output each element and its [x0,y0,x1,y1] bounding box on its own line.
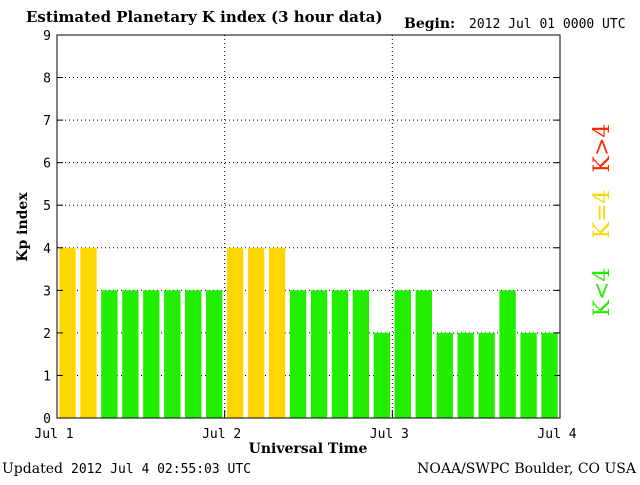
x-tick-label: Jul 1 [34,427,73,442]
kp-bar [226,247,244,418]
kp-bar [80,247,97,418]
updated-label: Updated [2,461,63,477]
kp-bar [478,332,495,418]
begin-label: Begin: [404,16,455,32]
x-tick-label: Jul 2 [202,427,241,442]
updated-value: 2012 Jul 4 02:55:03 UTC [71,462,251,477]
x-tick-label: Jul 3 [370,427,409,442]
legend-item: K=4 [590,190,615,239]
legend-item: K<4 [590,268,615,317]
kp-bar [164,290,181,418]
kp-bar [247,247,265,418]
kp-bar [520,332,537,418]
kp-bar [101,290,118,418]
kp-bar [289,290,307,418]
axis-layer: 0 1 2 3 4 5 6 7 8 9 Jul 1 Jul 2 Jul 3 Jul 4 [34,29,576,442]
y-tick-label: 1 [43,369,51,384]
source-credit: NOAA/SWPC Boulder, CO USA [417,461,637,477]
y-tick-label: 9 [43,29,51,44]
kp-bar [457,332,474,418]
x-axis-title: Universal Time [249,441,368,457]
kp-bar [268,247,286,418]
y-tick-label: 3 [43,284,51,299]
y-tick-label: 0 [43,412,51,427]
y-tick-label: 5 [43,199,51,214]
y-tick-label: 4 [43,242,51,257]
y-tick-label: 8 [43,72,51,87]
legend: K>4 K=4 K<4 [590,124,615,317]
plot-frame [56,34,561,419]
kp-bar [206,290,223,418]
x-tick-label: Jul 4 [537,427,576,442]
begin-value: 2012 Jul 01 0000 UTC [469,17,626,32]
y-tick-label: 7 [43,114,51,129]
kp-bar [373,332,391,418]
kp-bar [436,332,453,418]
y-tick-label: 6 [43,157,51,172]
y-axis-title: Kp index [15,192,31,262]
kp-bar [331,290,349,418]
kp-bar [185,290,202,418]
kp-bar [310,290,328,418]
kp-bar [415,290,432,418]
kp-bar [541,332,558,418]
bars-layer [59,247,558,418]
y-tick-label: 2 [43,327,51,342]
kp-bar [59,247,76,418]
kp-bar [352,290,370,418]
legend-item: K>4 [590,124,615,173]
kp-bar [143,290,160,418]
chart-title: Estimated Planetary K index (3 hour data… [26,8,383,26]
kp-bar [499,290,516,418]
kp-bar [394,290,411,418]
kp-bar [122,290,139,418]
